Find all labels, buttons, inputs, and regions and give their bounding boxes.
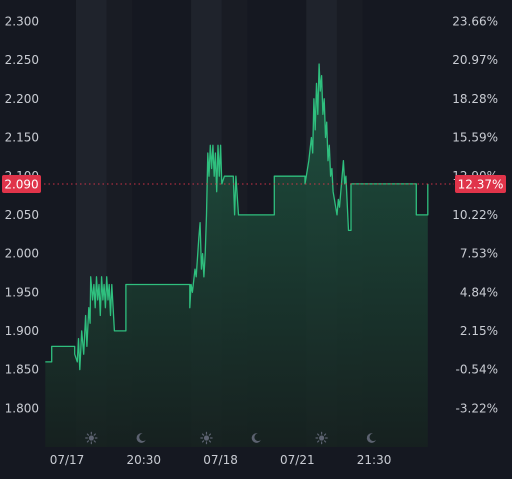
sun-icon — [200, 431, 213, 445]
current-price-label: 2.090 — [4, 177, 38, 191]
session-markers — [85, 431, 377, 445]
time-tick-label: 07/17 — [50, 453, 85, 467]
time-tick-label: 07/21 — [280, 453, 315, 467]
percent-tick-label: 4.84% — [460, 285, 498, 299]
moon-shape — [251, 433, 261, 443]
percent-tick-label: 23.66% — [452, 14, 498, 28]
price-tick-label: 1.850 — [5, 363, 39, 377]
sun-icon — [85, 431, 98, 445]
percent-tick-label: 20.97% — [452, 53, 498, 67]
series-line — [45, 63, 429, 371]
time-tick-label: 20:30 — [126, 453, 161, 467]
sun-ray — [208, 433, 212, 436]
percent-tick-label: 18.28% — [452, 92, 498, 106]
current-percent-badge — [455, 174, 506, 193]
sun-ray — [201, 433, 205, 436]
price-tick-label: 2.150 — [5, 131, 39, 145]
moon-shape — [136, 433, 146, 443]
price-tick-label: 1.800 — [5, 401, 39, 415]
sun-icon — [315, 431, 328, 445]
sun-core — [319, 435, 325, 441]
moon-shape — [366, 433, 377, 443]
percent-tick-label: -3.22% — [456, 401, 498, 415]
price-tick-label: 2.000 — [5, 247, 39, 261]
sun-ray — [323, 433, 327, 436]
price-tick-label: 2.250 — [5, 53, 39, 67]
sun-core — [88, 435, 94, 441]
percent-tick-label: -0.54% — [456, 363, 498, 377]
current-percent-label: 12.37% — [458, 177, 504, 191]
sun-ray — [86, 440, 90, 443]
moon-icon — [251, 433, 261, 443]
time-axis: 07/17 20:30 07/18 07/21 21:30 — [50, 453, 392, 467]
percent-tick-label: 7.53% — [460, 247, 498, 261]
sun-ray — [201, 440, 205, 443]
price-tick-label: 2.200 — [5, 92, 39, 106]
moon-icon — [136, 433, 146, 443]
current-price-badge — [2, 174, 41, 193]
price-axis: 2.3002.2502.2002.1502.1002.0502.0001.950… — [5, 14, 39, 415]
percent-tick-label: 15.59% — [452, 131, 498, 145]
moon-icon — [366, 433, 377, 443]
sun-core — [203, 435, 210, 441]
percent-tick-label: 2.15% — [460, 324, 498, 338]
sun-ray — [86, 433, 90, 436]
sun-ray — [208, 440, 212, 443]
sun-ray — [323, 440, 327, 443]
sun-ray — [317, 433, 320, 436]
plot-area — [45, 63, 429, 447]
price-tick-label: 2.050 — [5, 208, 39, 222]
sun-ray — [93, 433, 96, 436]
price-tick-label: 1.950 — [5, 285, 39, 299]
series-area — [45, 64, 428, 447]
sun-ray — [317, 440, 320, 443]
time-tick-label: 21:30 — [357, 453, 392, 467]
price-tick-label: 1.900 — [5, 324, 39, 338]
current-value-indicator: 2.090 12.37% — [2, 174, 506, 193]
percent-tick-label: 10.22% — [452, 208, 498, 222]
price-tick-label: 2.300 — [5, 14, 39, 28]
sun-ray — [93, 440, 96, 443]
time-tick-label: 07/18 — [203, 453, 238, 467]
